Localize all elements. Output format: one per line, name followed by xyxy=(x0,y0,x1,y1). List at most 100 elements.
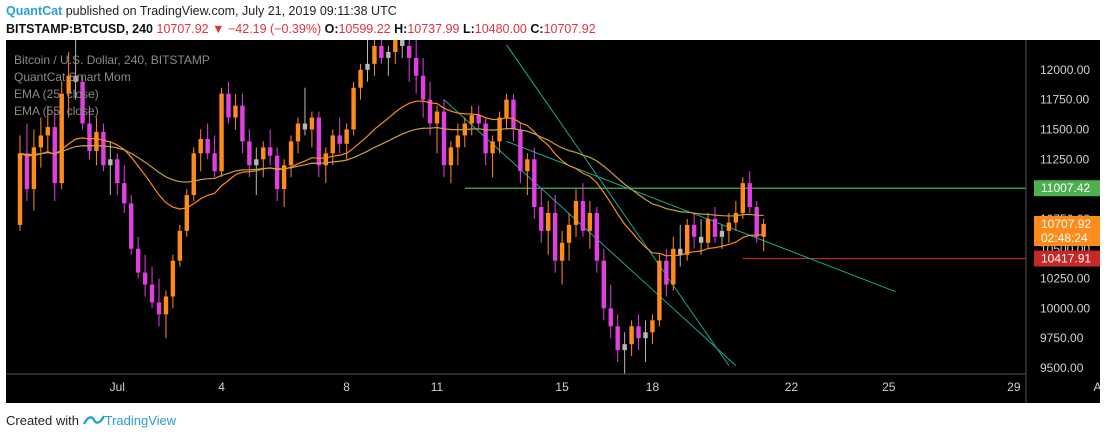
open-label: O: xyxy=(324,22,339,36)
candle-body xyxy=(170,260,176,297)
candle-body xyxy=(580,201,586,231)
candle-body xyxy=(247,141,252,166)
candle-body xyxy=(664,260,669,285)
legend-indicator-ema25[interactable]: EMA (25, close) xyxy=(14,87,99,101)
candle-body xyxy=(448,147,454,166)
x-tick-label: 22 xyxy=(785,380,799,394)
candle-body xyxy=(330,135,335,154)
candle-body xyxy=(115,159,120,184)
candle-body xyxy=(518,129,523,172)
candle-body xyxy=(539,207,544,231)
y-tick-label: 11500.00 xyxy=(1040,122,1089,136)
candle-body xyxy=(351,87,356,130)
candle-body xyxy=(358,69,363,88)
tradingview-brand-link[interactable]: TradingView xyxy=(104,413,177,428)
y-tick-label: 9750.00 xyxy=(1040,331,1084,345)
candle-body xyxy=(754,207,759,237)
candle-body xyxy=(685,224,690,255)
ema55-line xyxy=(19,126,764,217)
candle-body xyxy=(323,153,328,166)
candle-body xyxy=(156,302,162,315)
y-tick-label: 9500.00 xyxy=(1040,361,1084,375)
candle-body xyxy=(636,326,641,339)
chart-area[interactable]: 12000.0011750.0011500.0011250.0011000.00… xyxy=(6,40,1100,403)
y-tick-label: 10000.00 xyxy=(1040,301,1090,315)
candle-body xyxy=(698,236,704,243)
candle-body xyxy=(511,99,516,130)
candle-body xyxy=(726,222,732,231)
candle-body xyxy=(504,99,509,118)
candle-body xyxy=(198,139,203,154)
candles-layer xyxy=(17,40,766,374)
candle-body xyxy=(233,105,238,118)
candle-body xyxy=(122,183,127,204)
close-value: 10707.92 xyxy=(543,22,596,36)
candle-body xyxy=(761,223,766,237)
x-axis-ticks: Jul 4 8 11 15 18 22 25 29 Aug xyxy=(110,380,1100,394)
candle-body xyxy=(525,159,530,172)
created-with-text: Created with xyxy=(6,413,79,428)
candle-body xyxy=(288,141,294,166)
candlestick-chart[interactable]: 12000.0011750.0011500.0011250.0011000.00… xyxy=(6,40,1100,403)
candle-body xyxy=(400,40,405,46)
candle-body xyxy=(261,147,266,160)
footer-credit: Created with TradingView xyxy=(6,413,176,428)
candle-body xyxy=(601,260,606,309)
candle-body xyxy=(546,212,551,231)
ema25-line xyxy=(19,100,764,257)
candle-body xyxy=(226,93,231,118)
candle-body xyxy=(733,212,739,223)
drawing-layer xyxy=(443,44,1026,367)
candle-body xyxy=(31,147,37,190)
candle-body xyxy=(254,159,259,166)
low-label: L: xyxy=(462,22,475,36)
candle-body xyxy=(393,40,398,52)
candle-body xyxy=(643,332,648,339)
y-tick-label: 10250.00 xyxy=(1040,272,1090,286)
candle-body xyxy=(705,218,711,243)
candle-body xyxy=(740,183,745,213)
price-label-badge xyxy=(1034,250,1100,267)
candle-body xyxy=(191,153,196,196)
candle-body xyxy=(434,111,440,124)
candle-body xyxy=(337,135,342,144)
candle-body xyxy=(163,296,169,315)
candle-body xyxy=(281,165,287,190)
price-label-text: 02:48:24 xyxy=(1041,231,1088,245)
candle-body xyxy=(52,127,57,184)
candle-body xyxy=(420,75,426,100)
candle-body xyxy=(559,242,565,261)
y-tick-label: 11750.00 xyxy=(1040,93,1089,107)
candle-body xyxy=(747,183,752,207)
candle-body xyxy=(94,131,99,151)
legend-indicator-smart-mom[interactable]: QuantCat Smart Mom xyxy=(14,70,131,84)
candle-body xyxy=(379,45,384,58)
candle-body xyxy=(532,159,537,207)
candle-body xyxy=(274,155,280,190)
symbol-bar: BITSTAMP:BTCUSD, 240 10707.92 ▼ −42.19 (… xyxy=(6,22,596,36)
candle-body xyxy=(441,111,447,166)
candle-body xyxy=(552,212,558,261)
open-value: 10599.22 xyxy=(338,22,391,36)
x-tick-label: 15 xyxy=(555,380,569,394)
candle-body xyxy=(650,320,655,333)
candle-body xyxy=(38,135,44,148)
candle-body xyxy=(566,224,572,243)
candle-body xyxy=(24,153,30,190)
candle-body xyxy=(622,344,627,351)
candle-body xyxy=(608,308,613,327)
candle-body xyxy=(219,93,224,172)
candle-body xyxy=(59,93,64,184)
trendline[interactable] xyxy=(506,44,730,366)
candle-body xyxy=(413,57,419,76)
candle-body xyxy=(455,135,461,148)
trendline[interactable] xyxy=(506,140,896,293)
price-label-badge xyxy=(1034,180,1100,197)
author-link[interactable]: QuantCat xyxy=(6,4,63,18)
candle-body xyxy=(427,99,433,124)
candle-body xyxy=(407,45,412,58)
candle-body xyxy=(108,159,113,166)
price-label-text: 11007.42 xyxy=(1041,181,1090,195)
legend-indicator-ema55[interactable]: EMA (55, close) xyxy=(14,104,99,118)
